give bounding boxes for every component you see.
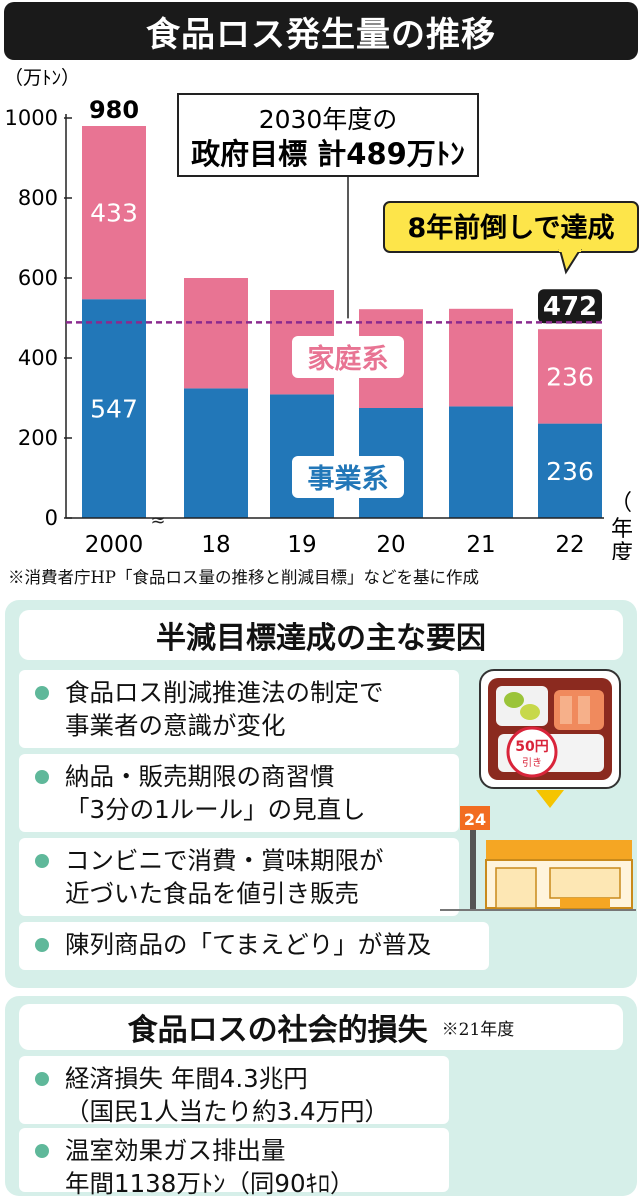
series-label-box-business xyxy=(292,456,404,498)
series-label-household: 家庭系 xyxy=(308,343,389,375)
loss-heading: 食品ロスの社会的損失 ※21年度 xyxy=(19,1004,623,1050)
bar-segment-household xyxy=(184,278,248,389)
factor-line: 食品ロス削減推進法の制定で xyxy=(65,678,384,707)
bar-segment-business xyxy=(184,388,248,518)
bar-segment-household xyxy=(538,329,602,424)
total-badge xyxy=(538,289,602,324)
bento-box-icon xyxy=(479,669,621,789)
bar-segment-business xyxy=(82,299,146,518)
convenience-store-illustration: 50円 引き 24 xyxy=(440,669,636,911)
total-value-label: 980 xyxy=(89,96,139,124)
factors-heading: 半減目標達成の主な要因 xyxy=(19,610,623,660)
sticker-price: 50円 xyxy=(515,739,548,755)
factors-panel: 半減目標達成の主な要因 食品ロス削減推進法の制定で 事業者の意識が変化 納品・販… xyxy=(5,600,637,988)
target-callout-line2: 政府目標 計489万ﾄﾝ xyxy=(191,137,465,171)
store-sign: 24 xyxy=(464,810,486,829)
x-tick-label: 18 xyxy=(201,532,230,558)
loss-heading-text: 食品ロスの社会的損失 xyxy=(127,1013,428,1048)
factor-line: 陳列商品の「てまえどり」が普及 xyxy=(65,930,432,959)
x-unit-paren: （ xyxy=(610,491,632,516)
target-callout-box xyxy=(177,93,479,177)
bar-segment-household xyxy=(82,126,146,300)
x-tick-label: 20 xyxy=(376,532,405,558)
factor-line: 近づいた食品を値引き販売 xyxy=(65,879,359,908)
bar-segment-business xyxy=(449,406,513,518)
bar-segment-business xyxy=(538,423,602,518)
target-callout-line1: 2030年度の xyxy=(259,105,398,134)
achieved-callout-text: 8年前倒しで達成 xyxy=(408,212,615,244)
achieved-callout-box xyxy=(383,201,639,253)
y-tick-label: 200 xyxy=(18,426,58,450)
total-value-label: 472 xyxy=(543,292,597,322)
bar-segment-household xyxy=(449,308,513,407)
achieved-callout-pointer xyxy=(558,249,582,275)
factor-line: 納品・販売期限の商習慣 xyxy=(65,762,335,791)
loss-panel: 食品ロスの社会的損失 ※21年度 経済損失 年間4.3兆円 （国民1人当たり約3… xyxy=(5,996,637,1198)
y-unit-label: （万ﾄﾝ） xyxy=(4,67,80,89)
segment-value-label: 236 xyxy=(546,457,594,486)
loss-line: 温室効果ガス排出量 xyxy=(65,1136,286,1165)
loss-line: 経済損失 年間4.3兆円 xyxy=(65,1064,308,1093)
y-tick-label: 600 xyxy=(18,266,58,290)
factor-line: コンビニで消費・賞味期限が xyxy=(65,846,384,875)
x-tick-label: 19 xyxy=(287,532,316,558)
y-tick-label: 400 xyxy=(18,346,58,370)
factors-heading-text: 半減目標達成の主な要因 xyxy=(156,621,486,656)
x-tick-label: 22 xyxy=(555,532,584,558)
y-tick-label: 1000 xyxy=(5,106,58,130)
y-tick-label: 0 xyxy=(45,506,58,530)
x-tick-label: 21 xyxy=(466,532,495,558)
x-unit-label-char: 年 xyxy=(611,517,633,542)
factor-item: 陳列商品の「てまえどり」が普及 xyxy=(19,922,489,970)
segment-value-label: 433 xyxy=(90,199,138,228)
page-title: 食品ロス発生量の推移 xyxy=(4,2,638,60)
factor-item: 食品ロス削減推進法の制定で 事業者の意識が変化 xyxy=(19,670,459,748)
loss-item: 経済損失 年間4.3兆円 （国民1人当たり約3.4万円） xyxy=(19,1056,449,1126)
series-label-box-household xyxy=(292,336,404,378)
sticker-text: 引き xyxy=(522,757,542,769)
food-loss-stacked-bar-chart: （万ﾄﾝ） 0 200 400 600 800 1000 2000 18 19 20 21 22 ≈ （年度… xyxy=(4,67,639,560)
factor-item: コンビニで消費・賞味期限が 近づいた食品を値引き販売 xyxy=(19,838,459,916)
convenience-store-icon: 24 xyxy=(440,806,636,911)
x-tick-label: 2000 xyxy=(85,532,144,558)
loss-item: 温室効果ガス排出量 年間1138万ﾄﾝ（同90ｷﾛ） xyxy=(19,1128,449,1198)
loss-note: ※21年度 xyxy=(441,1019,515,1040)
series-label-business: 事業系 xyxy=(308,464,389,495)
segment-value-label: 547 xyxy=(90,395,138,424)
y-tick-label: 800 xyxy=(18,186,58,210)
discount-sticker: 50円 引き xyxy=(506,726,558,778)
x-unit-label-char: 度 xyxy=(611,541,633,560)
factor-item: 納品・販売期限の商習慣 「3分の1ルール」の見直し xyxy=(19,754,459,832)
segment-value-label: 236 xyxy=(546,362,594,391)
factor-line: 事業者の意識が変化 xyxy=(65,711,286,740)
loss-line: （国民1人当たり約3.4万円） xyxy=(65,1097,390,1126)
axis-break-marker: ≈ xyxy=(150,510,165,531)
achieved-callout-pointer-mask xyxy=(559,247,581,252)
factor-line: 「3分の1ルール」の見直し xyxy=(65,795,366,824)
source-note: ※消費者庁HP「食品ロス量の推移と削減目標」などを基に作成 xyxy=(8,568,479,587)
loss-line: 年間1138万ﾄﾝ（同90ｷﾛ） xyxy=(65,1169,355,1198)
